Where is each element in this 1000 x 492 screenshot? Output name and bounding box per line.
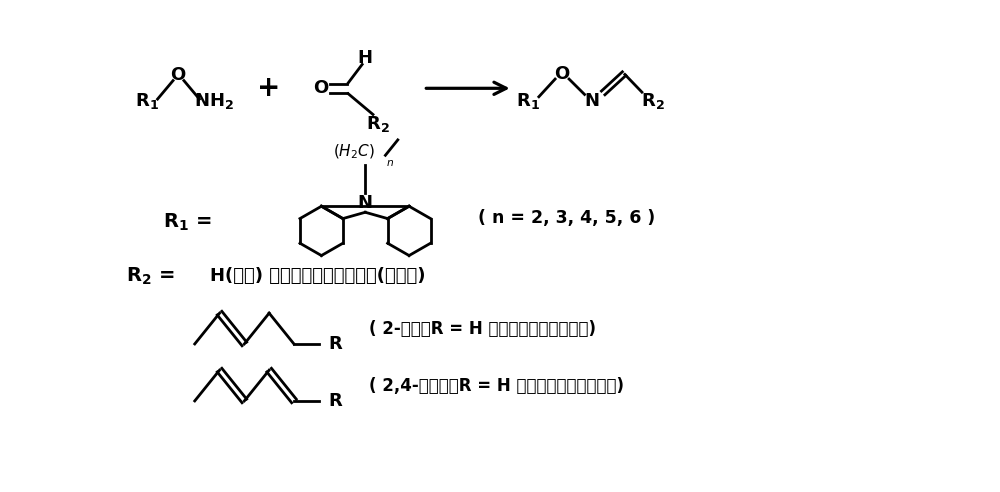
Text: R: R <box>328 335 342 353</box>
Text: $\mathbf{R_2}$: $\mathbf{R_2}$ <box>366 114 390 134</box>
Text: N: N <box>358 194 373 212</box>
Text: $\mathbf{NH_2}$: $\mathbf{NH_2}$ <box>194 91 234 111</box>
Text: ( n = 2, 3, 4, 5, 6 ): ( n = 2, 3, 4, 5, 6 ) <box>478 210 655 227</box>
Text: O: O <box>313 79 328 97</box>
Text: $\mathbf{R_1}$ =: $\mathbf{R_1}$ = <box>163 212 211 233</box>
Text: $\mathbf{R_1}$: $\mathbf{R_1}$ <box>516 91 540 111</box>
Text: N: N <box>585 92 600 110</box>
Text: H: H <box>358 49 373 66</box>
Text: $\mathbf{R_2}$ =: $\mathbf{R_2}$ = <box>126 266 174 287</box>
Text: +: + <box>257 74 280 102</box>
Text: O: O <box>170 66 185 84</box>
Text: $\mathbf{R_2}$: $\mathbf{R_2}$ <box>641 91 665 111</box>
Text: H(甲醒) 或不同长度的饱和碳链(饱和醒): H(甲醒) 或不同长度的饱和碳链(饱和醒) <box>210 267 426 285</box>
Text: ( 2,4-二烯醒，R = H 或不同长度的饱和碳链): ( 2,4-二烯醒，R = H 或不同长度的饱和碳链) <box>369 376 624 395</box>
Text: $_n$: $_n$ <box>386 154 394 169</box>
Text: $(H_2C)$: $(H_2C)$ <box>333 143 375 161</box>
Text: ( 2-烯醒，R = H 或不同长度的饱和碳链): ( 2-烯醒，R = H 或不同长度的饱和碳链) <box>369 319 596 338</box>
Text: R: R <box>328 392 342 410</box>
Text: O: O <box>554 64 569 83</box>
Text: $\mathbf{R_1}$: $\mathbf{R_1}$ <box>135 91 159 111</box>
